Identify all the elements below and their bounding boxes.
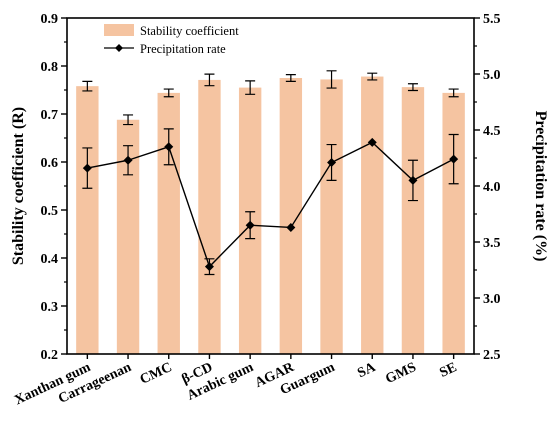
legend-label-precipitation: Precipitation rate <box>140 42 226 56</box>
bar-error-bars-group <box>82 70 459 126</box>
x-tick-label-8: SA <box>355 360 378 382</box>
legend: Stability coefficient Precipitation rate <box>104 24 239 56</box>
left-axis: 0.2 0.3 0.4 0.5 0.6 0.7 0.8 0.9 <box>41 12 67 363</box>
line-series-group <box>82 128 459 276</box>
y-left-tick-label-1: 0.2 <box>41 348 59 363</box>
bar-error-6 <box>285 74 296 82</box>
legend-swatch-stability <box>104 24 134 36</box>
bar-stability-2 <box>116 119 140 354</box>
y-left-tick-label-4: 0.5 <box>41 204 59 219</box>
x-tick-label-9: GMS <box>383 360 418 387</box>
legend-swatch-precipitation-marker <box>115 44 123 52</box>
bar-stability-1 <box>76 86 99 354</box>
point-precipitation-5 <box>245 220 255 230</box>
bar-error-5 <box>245 80 256 95</box>
bar-error-1 <box>82 80 93 92</box>
point-precipitation-3 <box>164 142 174 152</box>
y-left-tick-label-6: 0.7 <box>41 108 59 123</box>
point-precipitation-6 <box>286 222 296 232</box>
x-tick-label-3: CMC <box>138 360 175 388</box>
bar-error-10 <box>448 88 459 98</box>
right-axis: 2.5 3.0 3.5 4.0 4.5 5.0 5.5 <box>474 12 501 363</box>
y-right-tick-label-4: 4.0 <box>483 180 501 195</box>
bar-stability-9 <box>401 87 425 355</box>
bar-error-7 <box>326 70 337 89</box>
point-precipitation-4 <box>204 262 214 272</box>
y-left-tick-label-2: 0.3 <box>41 300 59 315</box>
point-precipitation-2 <box>123 155 133 165</box>
y-axis-left-title: Stability coefficient (R) <box>10 107 27 265</box>
bar-stability-8 <box>361 76 384 354</box>
y-left-tick-label-7: 0.8 <box>41 60 59 75</box>
y-left-tick-label-5: 0.6 <box>41 156 59 171</box>
y-right-tick-label-1: 2.5 <box>483 348 501 363</box>
point-precipitation-8 <box>367 137 377 147</box>
y-right-tick-label-7: 5.5 <box>483 12 501 27</box>
y-left-tick-label-3: 0.4 <box>41 252 59 267</box>
bars-group <box>76 76 465 355</box>
bar-error-9 <box>407 83 418 92</box>
legend-label-stability: Stability coefficient <box>140 24 239 38</box>
point-precipitation-9 <box>408 175 418 185</box>
y-right-tick-label-3: 3.5 <box>483 236 501 251</box>
point-precipitation-7 <box>327 157 337 167</box>
bar-error-2 <box>123 114 134 126</box>
line-precipitation <box>87 141 454 268</box>
bar-stability-4 <box>198 79 221 355</box>
bar-stability-10 <box>442 92 465 354</box>
point-precipitation-10 <box>449 154 459 164</box>
y-right-tick-label-2: 3.0 <box>483 292 501 307</box>
point-precipitation-1 <box>82 163 92 173</box>
x-tick-label-10: SE <box>437 360 459 381</box>
y-right-tick-label-5: 4.5 <box>483 124 501 139</box>
y-right-tick-label-6: 5.0 <box>483 68 501 83</box>
y-axis-right-title: Precipitation rate (%) <box>532 111 549 262</box>
bar-error-3 <box>163 88 174 98</box>
bar-error-4 <box>204 73 215 87</box>
y-left-tick-label-8: 0.9 <box>41 12 59 27</box>
bar-stability-3 <box>157 92 180 354</box>
bar-stability-7 <box>320 79 343 354</box>
bar-stability-6 <box>279 78 303 354</box>
bar-error-8 <box>367 72 378 81</box>
